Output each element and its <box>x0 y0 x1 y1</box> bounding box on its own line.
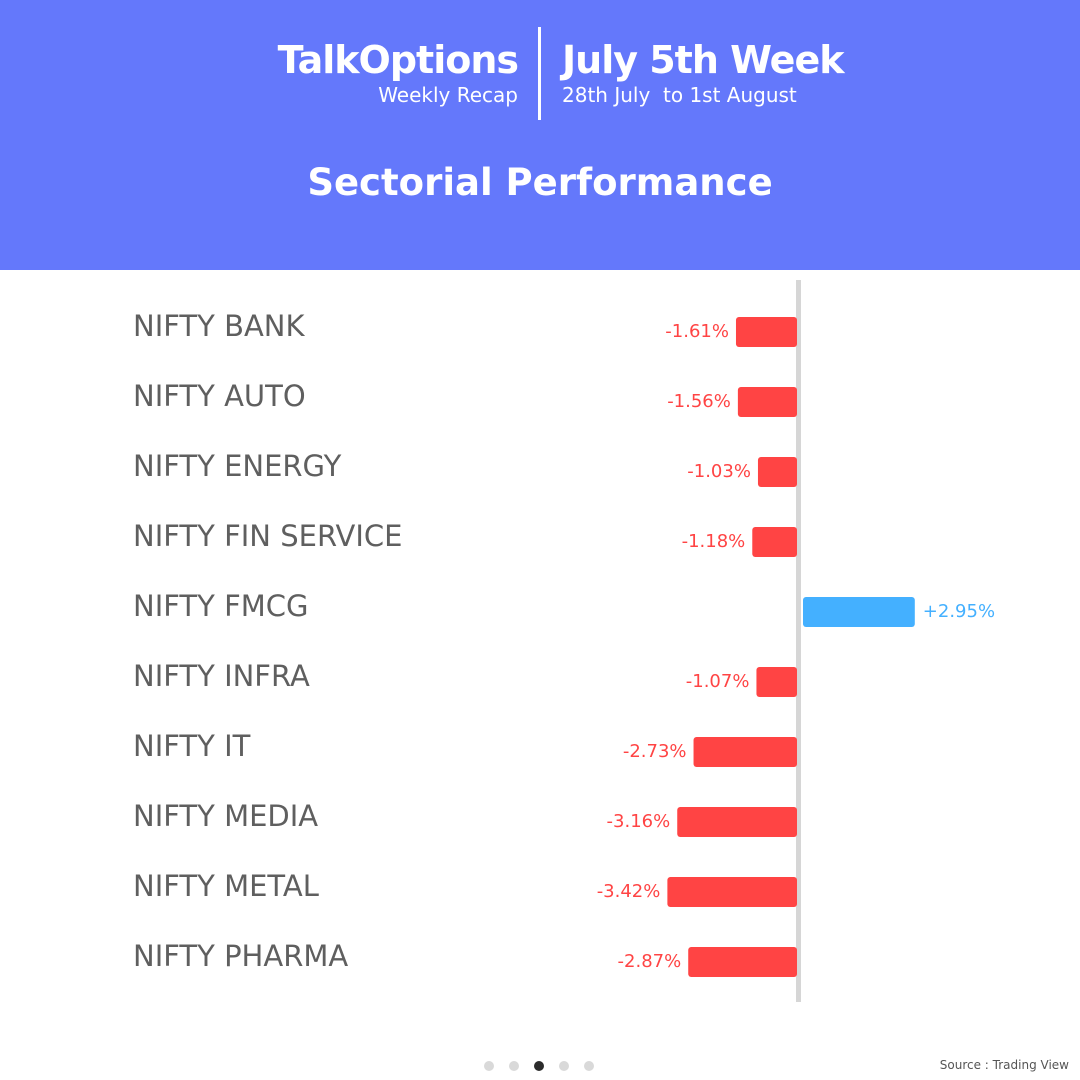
bar <box>737 387 797 417</box>
bar <box>756 667 797 697</box>
value-label: +2.95% <box>923 601 995 622</box>
value-label: -3.42% <box>597 881 661 902</box>
bar <box>677 807 797 837</box>
pagination-dot[interactable] <box>534 1061 544 1071</box>
value-label: -3.16% <box>607 811 671 832</box>
week-range: 28th July to 1st August <box>562 83 797 107</box>
category-label: NIFTY FIN SERVICE <box>133 519 402 553</box>
value-label: -1.03% <box>687 461 751 482</box>
sector-bar-chart: NIFTY BANK -1.61% NIFTY AUTO -1.56% NIFTY EN… <box>133 280 995 1002</box>
bar <box>752 527 797 557</box>
brand-name: TalkOptions <box>277 38 519 82</box>
bar <box>757 457 797 487</box>
category-label: NIFTY MEDIA <box>133 799 318 833</box>
bar <box>735 317 797 347</box>
category-label: NIFTY BANK <box>133 309 305 343</box>
week-title: July 5th Week <box>562 38 844 82</box>
value-label: -1.56% <box>667 391 731 412</box>
value-label: -2.73% <box>623 741 687 762</box>
value-label: -2.87% <box>618 951 682 972</box>
pagination-dot[interactable] <box>559 1061 569 1071</box>
category-label: NIFTY AUTO <box>133 379 306 413</box>
value-label: -1.18% <box>682 531 746 552</box>
zero-axis <box>796 280 801 1002</box>
week-block: July 5th Week 28th July to 1st August <box>562 38 844 108</box>
brand-subtitle: Weekly Recap <box>378 83 518 107</box>
pagination-dot[interactable] <box>509 1061 519 1071</box>
pagination-dot[interactable] <box>584 1061 594 1071</box>
value-label: -1.07% <box>686 671 750 692</box>
category-label: NIFTY ENERGY <box>133 449 342 483</box>
bar <box>693 737 797 767</box>
header-divider <box>538 27 541 120</box>
source-note: Source : Trading View <box>939 1058 1069 1072</box>
bar <box>688 947 797 977</box>
bar <box>803 597 915 627</box>
brand-block: TalkOptions Weekly Recap <box>277 38 519 108</box>
category-label: NIFTY PHARMA <box>133 939 348 973</box>
header-banner: TalkOptions Weekly Recap July 5th Week 2… <box>0 0 1080 270</box>
pagination-dots[interactable] <box>484 1061 594 1071</box>
section-title: Sectorial Performance <box>307 161 773 204</box>
pagination-dot[interactable] <box>484 1061 494 1071</box>
category-label: NIFTY IT <box>133 729 251 763</box>
bar <box>667 877 797 907</box>
category-label: NIFTY FMCG <box>133 589 309 623</box>
value-label: -1.61% <box>665 321 729 342</box>
category-label: NIFTY METAL <box>133 869 319 903</box>
category-label: NIFTY INFRA <box>133 659 310 693</box>
